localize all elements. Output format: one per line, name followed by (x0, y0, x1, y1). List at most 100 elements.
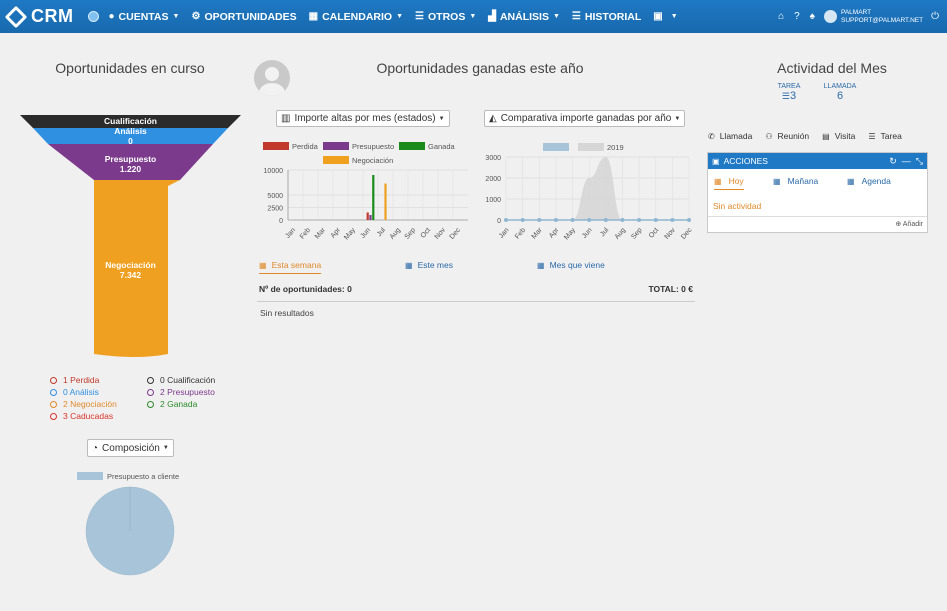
legend-item[interactable]: 0 Análisis (50, 386, 117, 398)
funnel-label-negociacion: Negociación 7.342 (20, 260, 241, 280)
nav-item-historial[interactable]: ☰ HISTORIAL (572, 11, 641, 23)
circle-icon (147, 376, 154, 384)
nav-item-label: CALENDARIO (322, 10, 393, 23)
user-info[interactable]: PALMART SUPPORT@PALMART.NET (841, 9, 923, 25)
tab-manana[interactable]: ▦ Mañana (773, 176, 818, 186)
y-tick-label: 0 (279, 218, 283, 225)
chevron-down-icon: ▼ (552, 13, 560, 20)
sales-funnel: Cualificación Análisis 0 Presupuesto 1.2… (20, 110, 241, 360)
add-menu-button[interactable]: ▣ ▼ (653, 11, 677, 22)
legend-label: 2019 (607, 143, 624, 152)
funnel-label-cualificacion: Cualificación (20, 116, 241, 126)
chart2-dropdown[interactable]: ◭ Comparativa importe ganadas por año ▼ (484, 110, 686, 127)
legend-swatch (263, 142, 289, 150)
app-logo[interactable]: CRM (4, 5, 74, 28)
legend-swatch (323, 156, 349, 164)
legend-swatch (578, 143, 604, 151)
chevron-down-icon: ▼ (172, 13, 180, 20)
expand-icon[interactable]: ⤡ (915, 155, 923, 166)
home-icon[interactable]: ⌂ (778, 11, 785, 22)
stat-tarea[interactable]: TAREA ☰3 (771, 83, 807, 102)
y-tick-label: 2000 (485, 176, 501, 183)
funnel-name-cualificacion: Cualificación (104, 116, 157, 126)
opportunity-count: Nº de oportunidades: 0 (259, 284, 352, 294)
y-tick-label: 2500 (267, 206, 283, 213)
opportunity-summary: Nº de oportunidades: 0 TOTAL: 0 € (257, 284, 695, 302)
funnel-title: Oportunidades en curso (55, 60, 205, 76)
legend-swatch (399, 142, 425, 150)
calendar-icon: ▦ (537, 260, 545, 270)
chevron-down-icon: ▼ (438, 115, 445, 122)
action-reunion[interactable]: ⚇ Reunión (765, 131, 809, 141)
add-action-button[interactable]: ⊕ Añadir (708, 216, 927, 228)
gear-icon: ⚙ (191, 11, 201, 22)
window-icon: ▣ (712, 156, 720, 166)
funnel-chart (20, 115, 241, 357)
opportunity-total: TOTAL: 0 € (648, 284, 693, 294)
bar-chart-icon: ▥ (281, 113, 291, 124)
circle-icon (50, 400, 57, 408)
minimize-icon[interactable]: — (901, 155, 911, 166)
nav-item-label: OTROS (427, 10, 466, 23)
actions-panel-header: ▣ ACCIONES ↻ — ⤡ (708, 153, 927, 169)
x-tick-label: Nov (434, 226, 448, 240)
action-visita[interactable]: ▤ Visita (822, 131, 855, 141)
bell-icon[interactable]: ♠ (809, 11, 815, 22)
action-tarea[interactable]: ☰ Tarea (868, 131, 901, 141)
x-tick-label: Jun (581, 227, 594, 240)
legend-item[interactable]: 2 Presupuesto (147, 386, 215, 398)
series-point (670, 218, 675, 222)
x-tick-label: Apr (330, 226, 343, 239)
legend-label: Negociación (352, 156, 393, 165)
legend-item[interactable]: 0 Cualificación (147, 374, 215, 386)
x-tick-label: Jan (284, 227, 297, 240)
series-point (653, 218, 658, 222)
tab-este-mes[interactable]: ▦ Este mes (405, 260, 453, 270)
funnel-legend-right: 0 Cualificación 2 Presupuesto 2 Ganada (147, 374, 215, 410)
series-point (637, 218, 642, 222)
y-tick-label: 3000 (485, 155, 501, 162)
legend-item[interactable]: 1 Perdida (50, 374, 117, 386)
action-llamada[interactable]: ✆ Llamada (708, 131, 752, 141)
legend-label: 2 Presupuesto (160, 387, 215, 397)
tab-label: Hoy (728, 176, 744, 186)
legend-label: 2 Ganada (160, 399, 198, 409)
tab-agenda[interactable]: ▦ Agenda (847, 176, 891, 186)
calendar-icon: ▦ (259, 260, 267, 270)
circle-icon (50, 376, 57, 384)
series-point (620, 218, 625, 222)
chart1-dropdown[interactable]: ▥ Importe altas por mes (estados) ▼ (276, 110, 450, 127)
refresh-icon[interactable]: ↻ (889, 155, 897, 166)
tasks-icon: ☰ (781, 91, 790, 101)
bar-ganada (372, 175, 375, 220)
circle-icon (50, 388, 57, 396)
top-right-tools: ⌂ ? ♠ PALMART SUPPORT@PALMART.NET ⏻ (773, 0, 939, 33)
help-icon[interactable]: ? (794, 11, 800, 22)
nav-item-cuentas[interactable]: ● CUENTAS ▼ (109, 11, 180, 23)
globe-icon[interactable] (87, 11, 99, 22)
nav-item-otros[interactable]: ☰ OTROS ▼ (415, 11, 476, 23)
x-tick-label: Nov (664, 226, 678, 240)
tab-mes-que-viene[interactable]: ▦ Mes que viene (537, 260, 605, 270)
avatar[interactable] (823, 10, 837, 23)
nav-item-oportunidades[interactable]: ⚙ OPORTUNIDADES (191, 11, 296, 23)
stat-llamada[interactable]: LLAMADA 6 (818, 83, 862, 102)
pie-legend-label: Presupuesto a cliente (107, 472, 179, 481)
power-icon[interactable]: ⏻ (931, 11, 939, 22)
nav-item-analisis[interactable]: ▟ ANÁLISIS ▼ (488, 11, 560, 23)
stat-label: TAREA (777, 83, 801, 90)
chart2-dropdown-label: Comparativa importe ganadas por año (500, 113, 672, 124)
logo-text: CRM (31, 6, 74, 26)
won-title: Oportunidades ganadas este año (376, 60, 584, 76)
legend-item[interactable]: 2 Negociación (50, 398, 117, 410)
x-tick-label: Mar (314, 226, 328, 240)
tab-esta-semana[interactable]: ▦ Esta semana (259, 260, 322, 274)
avatar (254, 60, 290, 96)
legend-item[interactable]: 3 Caducadas (50, 410, 117, 422)
tab-hoy[interactable]: ▦ Hoy (714, 176, 744, 190)
circle-icon (147, 400, 154, 408)
nav-item-calendario[interactable]: ▦ CALENDARIO ▼ (309, 11, 403, 23)
composition-dropdown[interactable]: ◔ Composición ▼ (87, 439, 174, 457)
funnel-segment-analisis (33, 128, 228, 144)
legend-item[interactable]: 2 Ganada (147, 398, 215, 410)
